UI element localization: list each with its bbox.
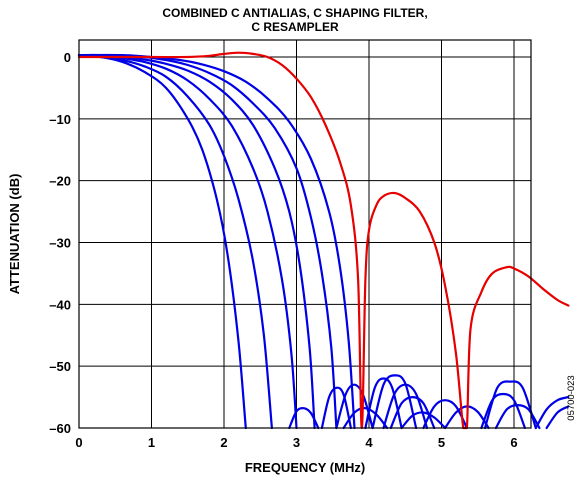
- blue-response-curve: [534, 396, 570, 430]
- blue-response-curve: [364, 377, 403, 430]
- blue-response-curve: [288, 406, 320, 430]
- x-tick-label: 0: [75, 435, 82, 450]
- blue-response-curve: [342, 407, 389, 430]
- blue-response-curve: [77, 53, 338, 430]
- y-tick-label: –30: [49, 236, 71, 251]
- chart-title-line-1: COMBINED C ANTIALIAS, C SHAPING FILTER,: [162, 6, 427, 20]
- x-tick-labels: 0 1 2 3 4 5 6: [75, 435, 517, 450]
- y-tick-labels: 0 –10 –20 –30 –40 –50 –60: [49, 50, 71, 436]
- blue-response-curve: [389, 396, 436, 430]
- x-tick-label: 5: [438, 435, 445, 450]
- blue-response-curve: [77, 54, 273, 430]
- y-tick-label: –50: [49, 359, 71, 374]
- x-tick-label: 3: [293, 435, 300, 450]
- blue-response-curve: [77, 54, 298, 430]
- x-tick-label: 6: [510, 435, 517, 450]
- x-axis-label: FREQUENCY (MHz): [245, 460, 365, 475]
- blue-response-curve: [77, 54, 247, 430]
- blue-response-curve: [320, 386, 352, 430]
- red-response-curve: [77, 51, 570, 430]
- blue-response-curve: [77, 53, 356, 430]
- blue-response-curve: [400, 411, 447, 430]
- series-curves: [77, 51, 570, 430]
- x-tick-label: 1: [148, 435, 155, 450]
- x-tick-label: 4: [365, 435, 373, 450]
- blue-response-curve: [422, 399, 468, 430]
- y-tick-label: –60: [49, 421, 71, 436]
- blue-response-curve: [382, 383, 429, 430]
- blue-response-curve: [480, 392, 526, 430]
- y-tick-label: 0: [64, 50, 71, 65]
- chart-title-line-2: C RESAMPLER: [251, 20, 339, 34]
- x-tick-label: 2: [220, 435, 227, 450]
- grid: [79, 40, 531, 428]
- y-tick-label: –10: [49, 112, 71, 127]
- blue-response-curve: [483, 380, 537, 430]
- blue-response-curve: [494, 404, 541, 430]
- y-tick-label: –40: [49, 297, 71, 312]
- figure-code: 05700-023: [566, 375, 577, 420]
- blue-response-curve: [371, 374, 418, 430]
- blue-response-curve: [335, 383, 374, 430]
- y-tick-label: –20: [49, 174, 71, 189]
- y-axis-label: ATTENUATION (dB): [7, 174, 22, 295]
- plot-frame: [78, 39, 532, 429]
- blue-response-curve: [545, 405, 570, 430]
